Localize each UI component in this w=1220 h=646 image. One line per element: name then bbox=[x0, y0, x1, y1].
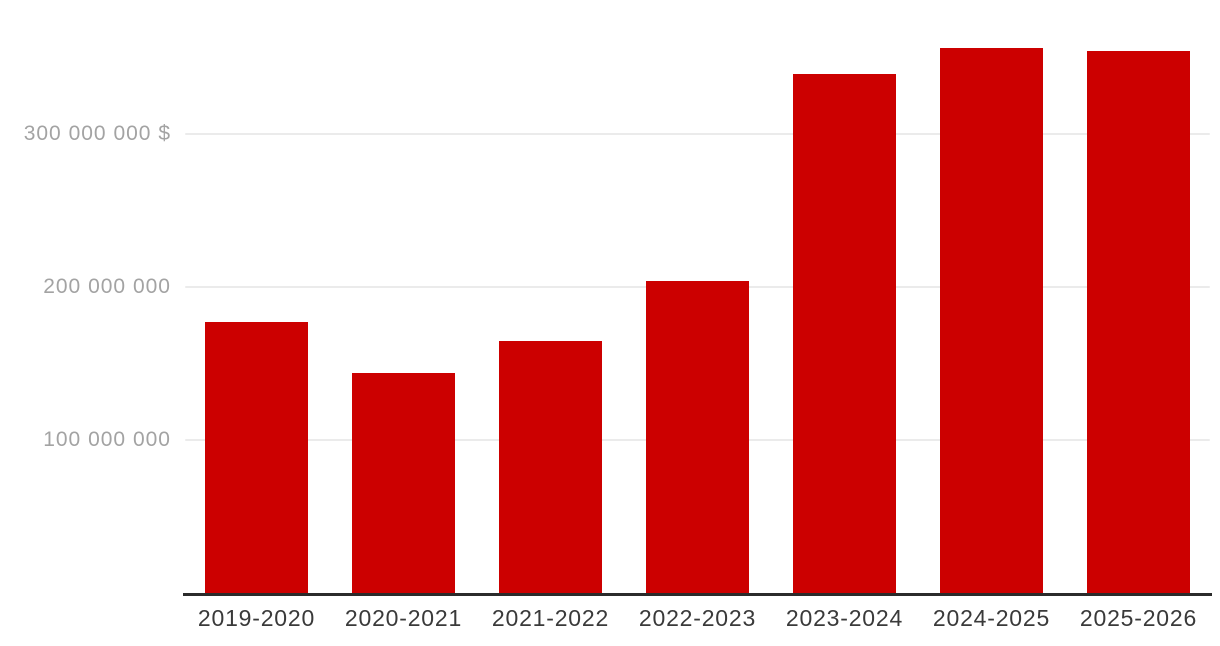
bar-2019-2020[interactable] bbox=[205, 322, 308, 593]
bar-2022-2023[interactable] bbox=[646, 280, 749, 593]
x-tick-label: 2019-2020 bbox=[197, 605, 316, 631]
x-tick-label: 2021-2022 bbox=[491, 605, 610, 631]
x-tick-label: 2022-2023 bbox=[638, 605, 757, 631]
bar-2020-2021[interactable] bbox=[352, 372, 455, 593]
y-tick-label: 100 000 000 bbox=[43, 428, 171, 451]
x-axis-line bbox=[183, 592, 1212, 596]
y-tick-label: 200 000 000 bbox=[43, 275, 171, 298]
x-tick-label: 2025-2026 bbox=[1079, 605, 1198, 631]
x-tick-label: 2023-2024 bbox=[785, 605, 904, 631]
y-gridline bbox=[185, 133, 1210, 135]
bar-2021-2022[interactable] bbox=[499, 340, 602, 593]
y-tick-label: 300 000 000 $ bbox=[23, 122, 171, 145]
bar-2025-2026[interactable] bbox=[1087, 51, 1190, 593]
bar-2023-2024[interactable] bbox=[793, 74, 896, 593]
bar-2024-2025[interactable] bbox=[940, 48, 1043, 593]
x-tick-label: 2024-2025 bbox=[932, 605, 1051, 631]
x-tick-label: 2020-2021 bbox=[344, 605, 463, 631]
